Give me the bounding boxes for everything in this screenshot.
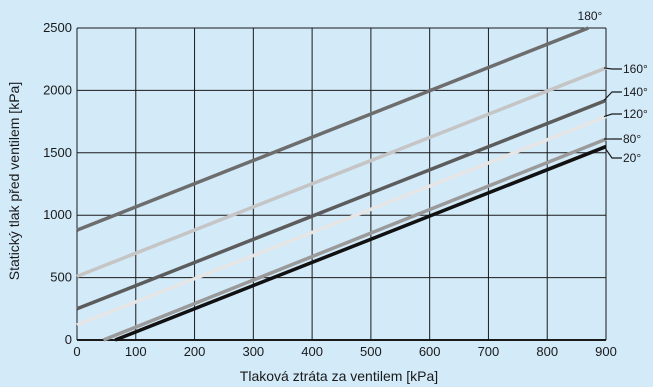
- y-tick-label: 2000: [43, 82, 72, 97]
- x-tick-label: 300: [242, 344, 264, 359]
- x-tick-label: 100: [125, 344, 147, 359]
- series-label: 180°: [578, 9, 603, 23]
- x-axis-title: Tlaková ztráta za ventilem [kPa]: [240, 368, 438, 384]
- series-leader-line: [603, 146, 622, 159]
- x-tick-label: 700: [478, 344, 500, 359]
- y-tick-label: 500: [50, 270, 72, 285]
- x-tick-label: 200: [184, 344, 206, 359]
- series-leader-line: [603, 113, 622, 118]
- series-label: 160°: [623, 62, 648, 76]
- series-line: [76, 114, 607, 327]
- series-labels: 180° 160° 140° 120° 80° 20°: [578, 9, 648, 165]
- series-label: 80°: [623, 132, 641, 146]
- series-line: [102, 137, 607, 342]
- y-tick-label: 1000: [43, 207, 72, 222]
- y-axis-title: Statický tlak před ventilem [kPa]: [6, 82, 22, 280]
- x-tick-label: 500: [360, 344, 382, 359]
- series-lines: [76, 26, 607, 342]
- series-line: [76, 98, 607, 311]
- series-leader-line: [603, 67, 622, 70]
- x-tick-label: 0: [73, 344, 80, 359]
- series-leader-line: [603, 91, 622, 101]
- y-axis-ticks: 0 500 1000 1500 2000 2500: [43, 20, 72, 347]
- series-line: [76, 66, 607, 278]
- series-line: [114, 144, 607, 342]
- series-label: 140°: [623, 85, 648, 99]
- x-axis-ticks: 0 100 200 300 400 500 600 700 800 900: [73, 344, 616, 359]
- y-tick-label: 0: [65, 332, 72, 347]
- series-label: 120°: [623, 107, 648, 121]
- x-tick-label: 800: [536, 344, 558, 359]
- x-tick-label: 400: [301, 344, 323, 359]
- series-label: 20°: [623, 151, 641, 165]
- y-tick-label: 2500: [43, 20, 72, 35]
- series-line: [76, 26, 590, 232]
- y-tick-label: 1500: [43, 145, 72, 160]
- x-tick-label: 600: [419, 344, 441, 359]
- x-tick-label: 900: [595, 344, 617, 359]
